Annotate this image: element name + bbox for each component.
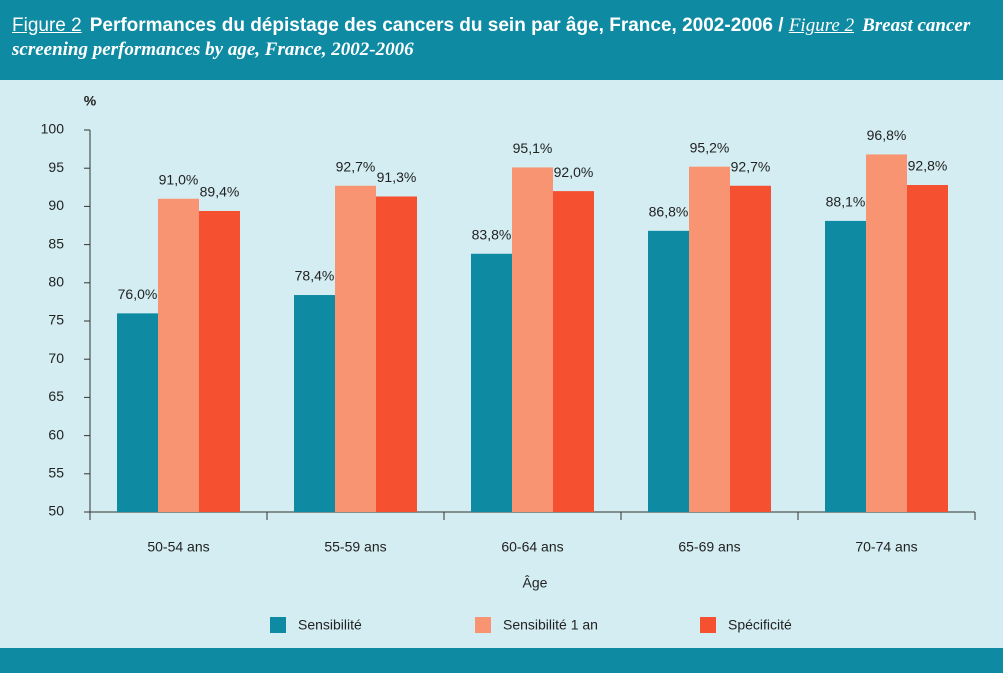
y-tick-label: 75 xyxy=(48,312,64,328)
y-tick-label: 55 xyxy=(48,465,64,481)
bar xyxy=(335,185,376,512)
y-tick-label: 85 xyxy=(48,235,64,251)
legend-swatch xyxy=(475,617,491,633)
y-tick-label: 50 xyxy=(48,503,64,519)
bar xyxy=(199,210,240,512)
value-label: 76,0% xyxy=(118,286,158,302)
y-tick-label: 80 xyxy=(48,274,64,290)
footer-band xyxy=(0,648,1003,673)
y-unit: % xyxy=(84,93,97,109)
figure-label: Figure 2 xyxy=(788,15,855,36)
value-label: 92,0% xyxy=(554,164,594,180)
bar xyxy=(866,154,907,512)
x-tick-label: 60-64 ans xyxy=(501,539,563,555)
value-label: 96,8% xyxy=(867,127,907,143)
y-tick-label: 65 xyxy=(48,388,64,404)
value-label: 92,7% xyxy=(731,158,771,174)
chart: % Âge 50 55 60 65 70 75 80 85 90 95 100 50-54 ans 76… xyxy=(41,93,976,633)
legend-label: Sensibilité xyxy=(298,617,362,633)
x-tick-label: 50-54 ans xyxy=(147,539,209,555)
bar xyxy=(553,191,594,512)
bar xyxy=(648,230,689,512)
value-label: 89,4% xyxy=(200,184,240,200)
bar xyxy=(294,295,335,512)
bar xyxy=(730,185,771,512)
value-label: 92,8% xyxy=(908,158,948,174)
y-tick-label: 100 xyxy=(41,121,65,137)
value-label: 88,1% xyxy=(826,194,866,210)
bar xyxy=(158,198,199,512)
bar xyxy=(512,167,553,512)
legend-label: Sensibilité 1 an xyxy=(503,617,598,633)
figure-label: Figure 2 xyxy=(12,15,82,36)
x-tick-label: 65-69 ans xyxy=(678,539,740,555)
y-tick-label: 70 xyxy=(48,350,64,366)
legend-swatch xyxy=(270,617,286,633)
header: Figure 2 Performances du dépistage des ca… xyxy=(0,0,1003,80)
title-fr: Performances du dépistage des cancers du… xyxy=(89,15,784,36)
bar xyxy=(376,196,417,512)
x-tick-label: 70-74 ans xyxy=(855,539,917,555)
legend-swatch xyxy=(700,617,716,633)
value-label: 92,7% xyxy=(336,158,376,174)
y-tick-label: 60 xyxy=(48,426,64,442)
value-label: 95,2% xyxy=(690,139,730,155)
bar xyxy=(689,166,730,512)
value-label: 83,8% xyxy=(472,226,512,242)
legend-label: Spécificité xyxy=(728,617,792,633)
value-label: 91,0% xyxy=(159,171,199,187)
y-tick-label: 95 xyxy=(48,159,64,175)
value-label: 95,1% xyxy=(513,140,553,156)
bar xyxy=(471,253,512,512)
bar xyxy=(907,185,948,512)
value-label: 78,4% xyxy=(295,268,335,284)
value-label: 86,8% xyxy=(649,204,689,220)
x-axis-label: Âge xyxy=(523,575,548,591)
x-tick-label: 55-59 ans xyxy=(324,539,386,555)
y-tick-label: 90 xyxy=(48,197,64,213)
bar xyxy=(117,313,158,512)
bar xyxy=(825,220,866,512)
title-en: Breast cancer screening performances by … xyxy=(12,15,971,60)
value-label: 91,3% xyxy=(377,169,417,185)
